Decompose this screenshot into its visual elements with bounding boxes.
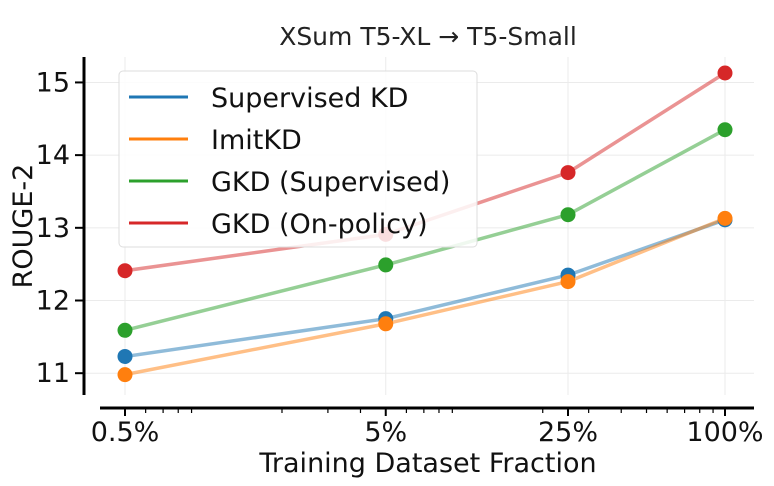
x-tick-label: 25% [538,417,598,448]
data-point-imitkd [717,210,733,226]
legend-label-supervised-kd: Supervised KD [211,83,408,114]
data-point-gkd-on-policy [560,165,576,181]
x-tick-label: 100% [686,417,763,448]
chart-title: XSum T5-XL → T5-Small [279,22,577,51]
series-line-imitkd [124,216,726,377]
y-axis-label: ROUGE-2 [8,164,39,289]
data-point-imitkd [378,316,394,332]
x-tick-label: 0.5% [91,417,160,448]
data-point-imitkd [117,367,133,383]
series-points [117,65,733,383]
data-point-gkd-on-policy [117,263,133,279]
y-ticks: 11 12 13 14 15 [36,67,84,389]
x-axis-label: Training Dataset Fraction [258,448,596,479]
y-tick-label: 14 [36,140,70,171]
x-ticks: 0.5% 5% 25% 100% [91,408,764,448]
legend-label-imitkd: ImitKD [211,125,302,156]
data-point-gkd-supervised [717,122,733,138]
data-point-gkd-on-policy [717,65,733,81]
legend: Supervised KD ImitKD GKD (Supervised) GKD (… [118,70,478,248]
series-line-supervised-kd [124,218,726,359]
y-tick-label: 13 [36,213,70,244]
legend-label-gkd-supervised: GKD (Supervised) [211,167,450,198]
x-tick-label: 5% [364,417,407,448]
data-point-imitkd [560,274,576,290]
data-point-supervised-kd [117,348,133,364]
y-tick-label: 15 [36,67,70,98]
data-point-gkd-supervised [117,322,133,338]
y-tick-label: 12 [36,286,70,317]
y-tick-label: 11 [36,358,70,389]
legend-box [118,70,478,248]
legend-label-gkd-on-policy: GKD (On-policy) [211,209,428,240]
data-point-gkd-supervised [378,257,394,273]
data-point-gkd-supervised [560,207,576,223]
